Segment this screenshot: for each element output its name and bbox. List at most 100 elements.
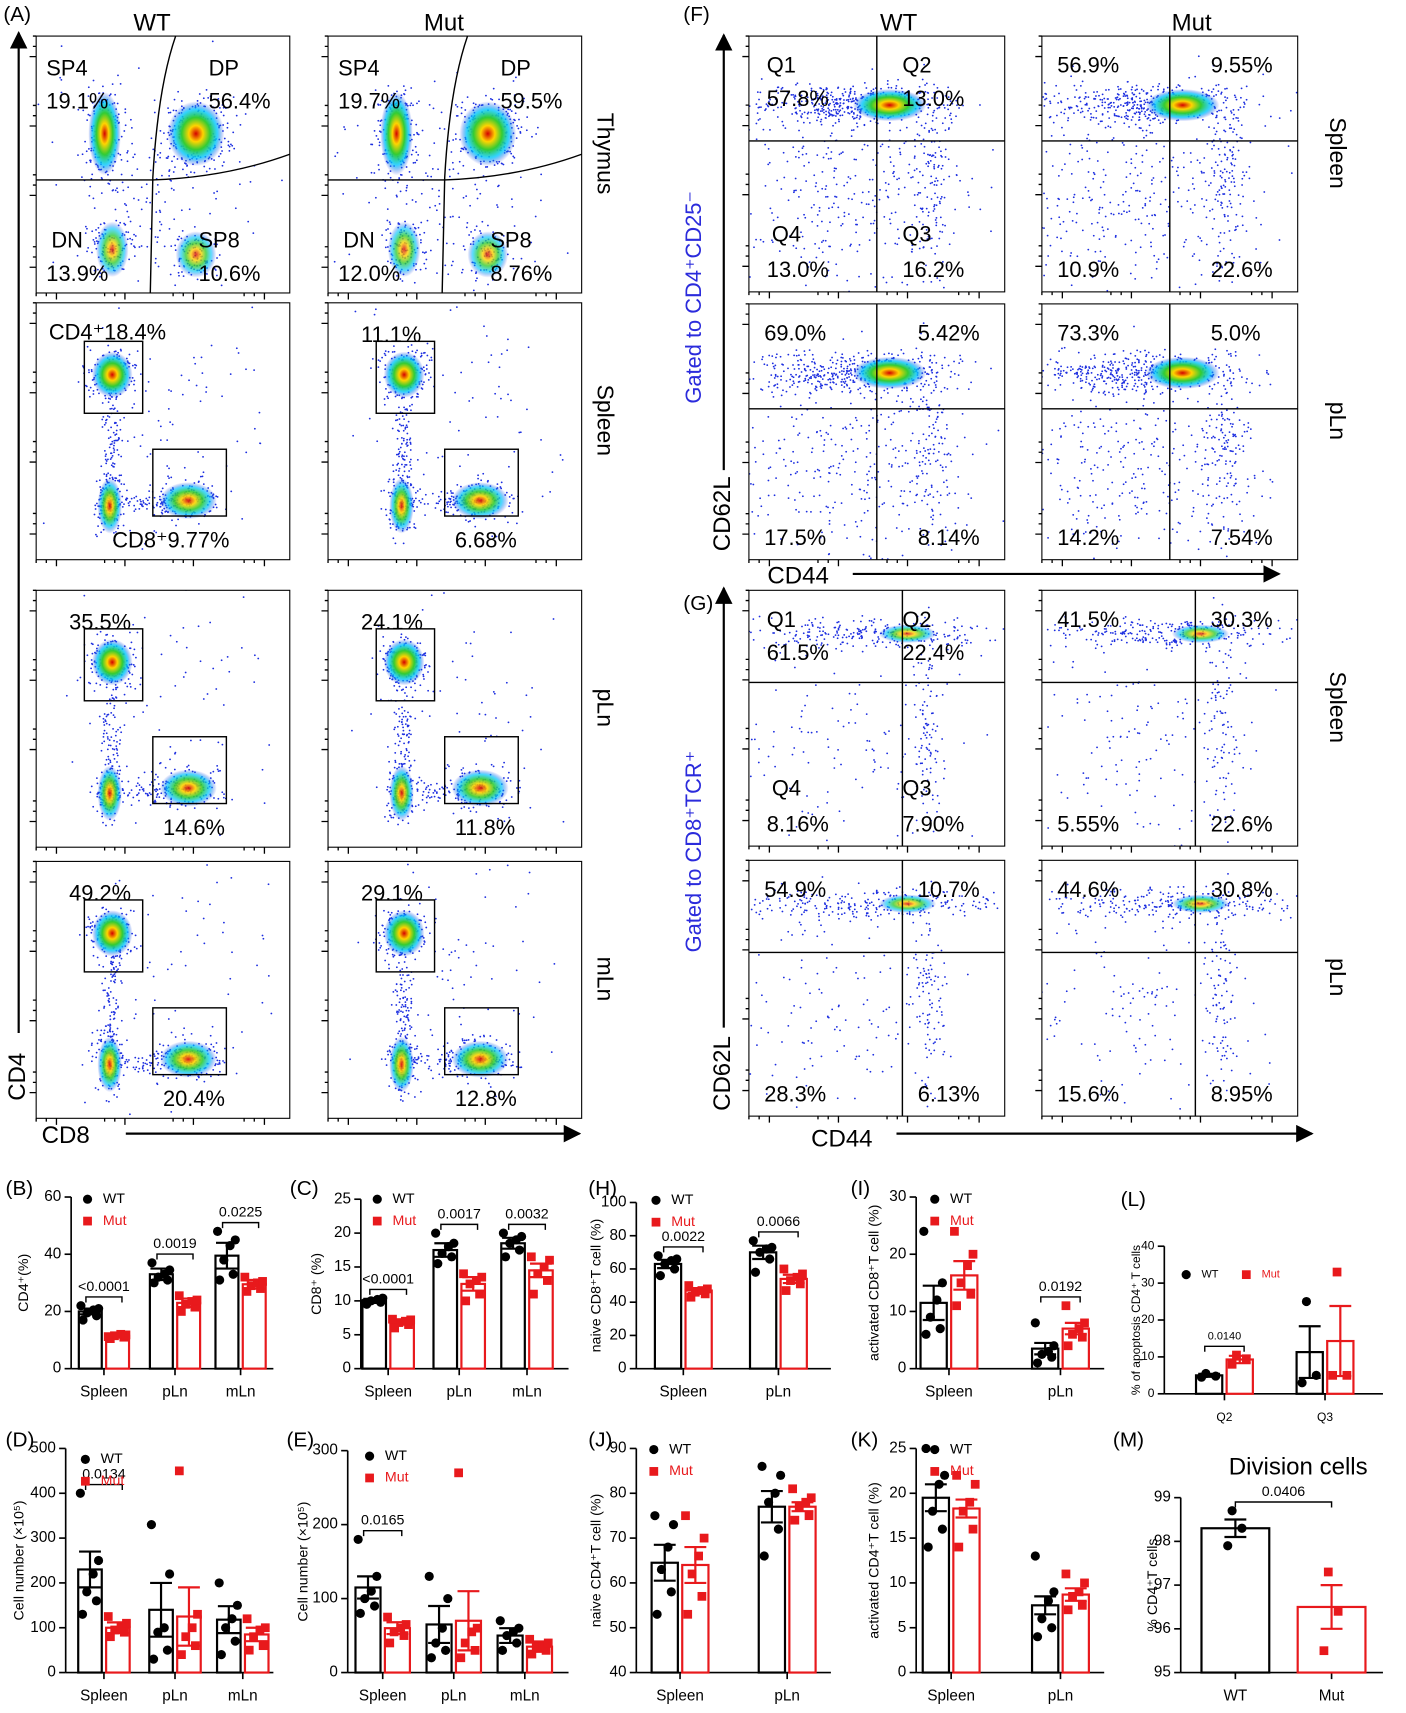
legend-label: Mut [103,1213,127,1229]
significance-bracket [758,1231,799,1238]
data-point [1074,1324,1084,1333]
data-point [952,1470,961,1480]
data-point [177,1650,186,1659]
data-point [121,1330,131,1340]
data-point [232,1600,242,1610]
data-point [1061,1301,1071,1311]
gate-label: 13.0% [767,257,829,282]
data-point [498,1228,509,1238]
data-point [461,1296,471,1306]
gate-label: 11.8% [455,815,515,840]
gate-label: 41.5% [1057,607,1119,632]
y-tick-label: 300 [30,1529,56,1546]
data-point [1077,1332,1087,1342]
y-tick-label: 60 [44,1188,61,1205]
data-point [192,1295,202,1305]
data-point [187,1297,197,1306]
x-tick-label: pLn [162,1688,188,1705]
y-axis-label: CD8⁺ (%) [309,1253,325,1315]
plot-frame [35,35,291,294]
y-tick-label: 0 [618,1360,627,1377]
bar [148,1273,174,1370]
data-point [652,1609,662,1619]
data-point [543,1638,553,1648]
data-point [545,1255,554,1265]
legend-label: WT [950,1191,972,1207]
cd4-gate [375,340,436,414]
data-point [472,1276,481,1285]
gate-label: DN [343,227,375,252]
quadrant-gate [441,35,469,293]
y-tick-label: 20 [1141,1312,1155,1326]
x-tick-label: Spleen [927,1688,975,1705]
axis-ticks [321,35,557,300]
p-value: 0.0022 [662,1229,706,1245]
data-point [378,1293,388,1303]
gate-label: SP4 [338,55,379,80]
axis-ticks [29,589,266,854]
data-point [686,1292,696,1302]
plot-area [37,40,283,293]
data-point [353,1534,363,1544]
data-point [477,1272,487,1282]
y-tick-label: 10 [889,1574,906,1591]
flow-plot [1035,35,1299,299]
data-point [91,1596,101,1606]
y-tick-label: 98 [1154,1532,1171,1549]
data-point [786,1276,795,1285]
y-tick-label: 10 [334,1292,351,1309]
data-point [776,1470,786,1480]
plot-area [350,592,565,826]
gate-label: Q4 [772,776,801,801]
data-point [82,1587,92,1597]
data-point [770,1488,780,1498]
gate-label: CD8⁺9.77% [112,528,229,553]
data-point [359,1298,370,1308]
legend-label: Mut [950,1213,974,1229]
density-hotspot [451,482,509,520]
data-point [401,1620,411,1629]
legend-marker [372,1194,382,1204]
data-point [366,1586,376,1596]
bar [921,1496,951,1674]
data-point [431,1228,441,1238]
y-tick-label: 10 [889,1302,906,1319]
density-hotspot [878,894,937,914]
gate-label: 14.2% [1057,525,1119,550]
legend-label: WT [1201,1269,1218,1281]
gate-label: 35.5% [69,609,131,634]
data-point [256,1284,265,1293]
y-tick-label: 0 [53,1360,62,1377]
data-point [215,1275,225,1285]
plot-area [1041,596,1298,847]
x-tick-label: pLn [446,1384,472,1401]
panel-label: (J) [588,1428,612,1451]
data-point [78,1315,88,1325]
data-point [1241,1354,1251,1364]
error-bar [79,1550,101,1589]
data-point [176,1307,186,1316]
gate-label: 8.16% [767,811,829,836]
data-point [255,1625,265,1635]
density-hotspot [383,639,425,686]
data-point [369,1601,380,1611]
legend-marker [364,1451,375,1461]
data-point [954,1542,964,1552]
data-point [919,1226,929,1236]
gate-label: Q4 [772,221,801,246]
plot-frame [35,589,291,848]
data-point [1080,1578,1089,1588]
data-point [187,1623,197,1633]
data-point [653,1251,663,1261]
error-bar [1224,1518,1247,1539]
y-axis-label: activated CD8⁺T cell (%) [866,1205,882,1361]
data-point [1077,1600,1087,1610]
column-header: Mut [424,9,464,36]
density-hotspot [383,351,425,398]
data-point [456,1653,466,1663]
y-axis-label: CD4 [4,1053,31,1101]
data-point [1061,1569,1071,1579]
y-tick-label: 80 [609,1484,626,1501]
data-point [1328,1370,1338,1380]
